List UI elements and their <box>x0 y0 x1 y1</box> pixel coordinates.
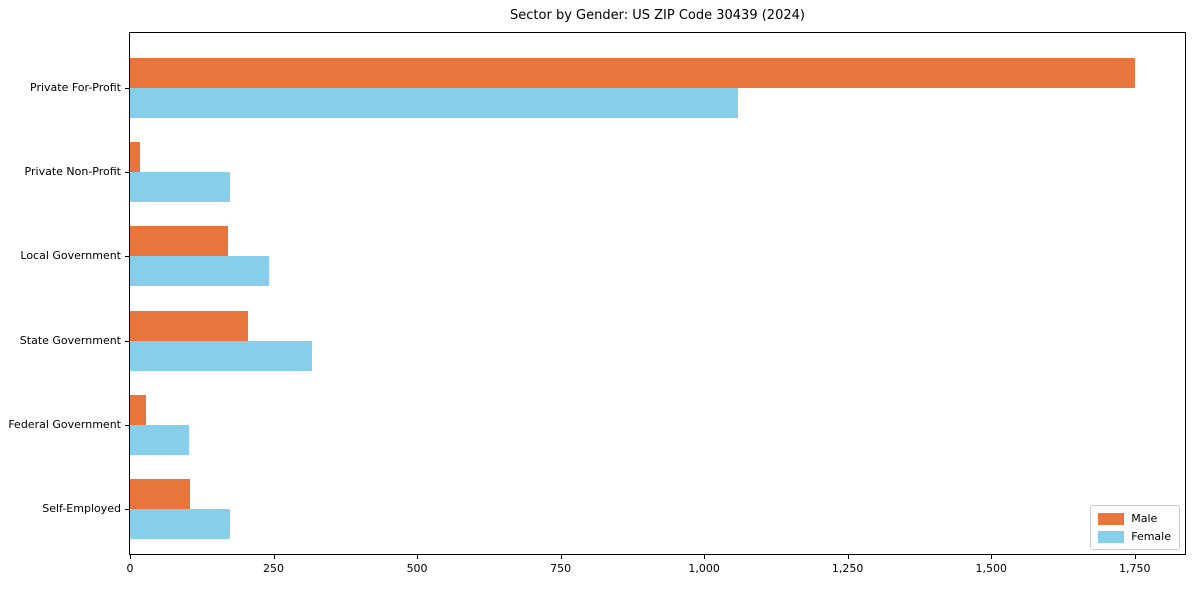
y-tick-label: Private Non-Profit <box>24 165 121 179</box>
x-tick <box>130 555 131 559</box>
legend-swatch-female <box>1098 530 1125 543</box>
bar-male-federal-government <box>130 394 146 425</box>
x-tick <box>847 555 849 559</box>
y-tick-label: Self-Employed <box>42 502 121 515</box>
x-tick <box>1134 555 1136 559</box>
legend-swatch-male <box>1098 512 1125 525</box>
bar-female-local-government <box>130 256 269 287</box>
y-tick-label: State Government <box>19 333 121 347</box>
y-tick-label: Private For-Profit <box>30 81 121 94</box>
bar-male-self-employed <box>130 479 190 509</box>
x-tick-label: 750 <box>550 562 572 575</box>
y-tick-label: Federal Government <box>8 417 121 431</box>
bar-male-private-non-profit <box>130 142 140 173</box>
legend-item-female: Female <box>1098 530 1171 543</box>
bar-male-state-government <box>130 310 248 341</box>
y-tick <box>125 340 129 342</box>
legend: Male Female <box>1090 505 1180 550</box>
x-tick <box>417 555 419 559</box>
bar-female-self-employed <box>130 509 230 539</box>
x-tick-label: 1,750 <box>1119 562 1151 575</box>
x-tick-label: 1,500 <box>975 562 1007 575</box>
x-tick <box>991 555 993 559</box>
y-tick <box>125 509 129 510</box>
chart-title: Sector by Gender: US ZIP Code 30439 (202… <box>510 8 805 23</box>
y-tick <box>125 88 129 89</box>
x-tick <box>273 555 275 559</box>
y-tick <box>125 256 129 258</box>
legend-label: Female <box>1131 530 1171 543</box>
bar-male-local-government <box>130 226 228 257</box>
x-tick <box>560 555 562 559</box>
plot-area: Male Female <box>129 32 1186 555</box>
y-tick-label: Local Government <box>20 249 121 263</box>
x-tick-label: 250 <box>263 562 285 575</box>
bar-male-private-for-profit <box>130 58 1135 88</box>
x-tick-label: 500 <box>406 562 428 575</box>
bar-female-state-government <box>130 340 312 371</box>
x-tick-label: 1,250 <box>831 562 864 575</box>
bar-female-private-for-profit <box>130 88 738 118</box>
y-tick <box>125 172 129 174</box>
y-tick <box>125 424 129 426</box>
x-tick-label: 1,000 <box>688 562 720 575</box>
legend-label: Male <box>1131 512 1158 525</box>
legend-item-male: Male <box>1098 512 1171 525</box>
x-tick-label: 0 <box>126 562 134 575</box>
bar-female-federal-government <box>130 424 189 455</box>
x-tick <box>704 555 706 559</box>
bar-female-private-non-profit <box>130 172 230 203</box>
